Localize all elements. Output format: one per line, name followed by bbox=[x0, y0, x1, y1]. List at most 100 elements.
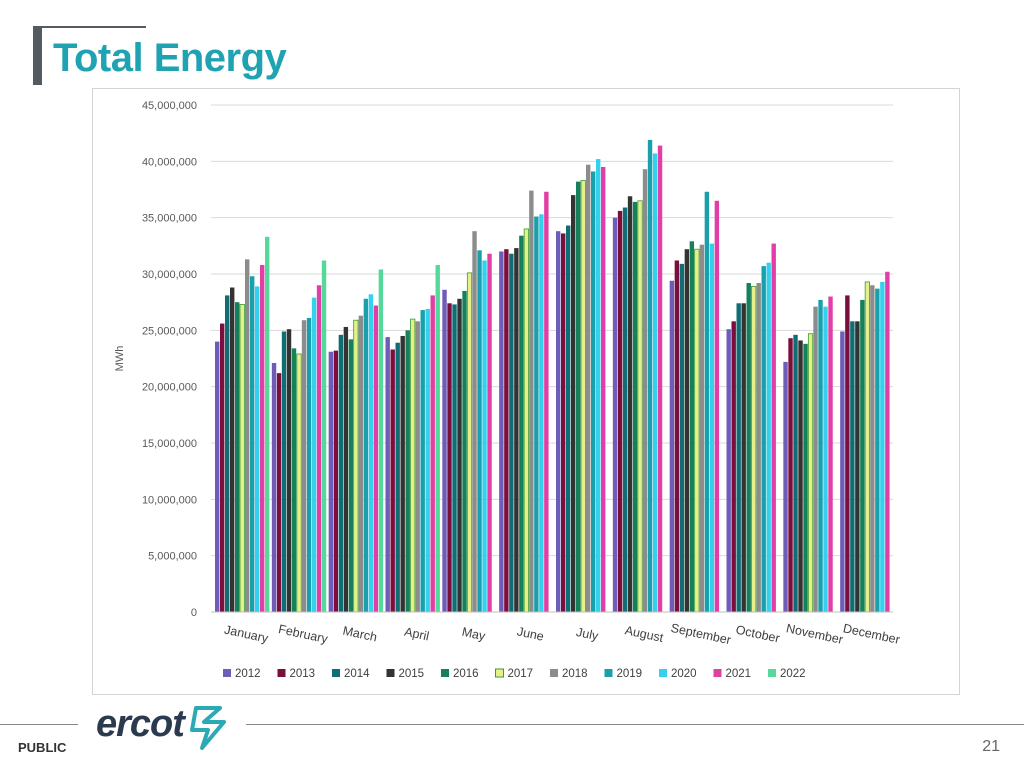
footer-divider-left bbox=[0, 724, 78, 725]
y-tick-label: 25,000,000 bbox=[142, 325, 197, 337]
bar-2013-july bbox=[561, 233, 566, 612]
y-tick-label: 15,000,000 bbox=[142, 438, 197, 450]
bar-2013-april bbox=[390, 349, 395, 612]
x-tick-label: April bbox=[403, 625, 430, 644]
bar-2017-january bbox=[239, 304, 245, 613]
bar-2015-february bbox=[286, 329, 292, 612]
bar-2019-june bbox=[534, 216, 539, 612]
bar-2022-january bbox=[265, 236, 270, 612]
bar-2018-november bbox=[813, 306, 818, 612]
bar-2016-february bbox=[291, 348, 297, 612]
bar-2012-december bbox=[840, 331, 845, 612]
y-tick-label: 10,000,000 bbox=[142, 494, 197, 506]
bar-2017-april bbox=[410, 318, 416, 613]
footer-divider-right bbox=[246, 724, 1024, 725]
bar-2012-november bbox=[783, 361, 788, 612]
bar-2020-november bbox=[823, 306, 828, 612]
bar-2021-april bbox=[430, 295, 435, 612]
x-tick-label: August bbox=[624, 623, 665, 645]
x-tick-label: November bbox=[785, 621, 844, 647]
bar-2017-october bbox=[751, 285, 757, 613]
bar-2021-march bbox=[373, 305, 379, 612]
bar-2013-march bbox=[333, 350, 339, 612]
bar-2015-july bbox=[571, 195, 576, 612]
bar-2012-april bbox=[385, 337, 390, 612]
bar-2019-november bbox=[818, 299, 823, 612]
bar-2016-december bbox=[860, 299, 865, 612]
legend-label-2016: 2016 bbox=[453, 668, 479, 680]
bar-2013-august bbox=[617, 210, 623, 612]
bar-2016-september bbox=[689, 241, 695, 612]
bar-2018-august bbox=[642, 169, 648, 612]
legend-swatch-2016 bbox=[441, 669, 449, 677]
bar-2014-june bbox=[509, 253, 514, 612]
bar-2013-june bbox=[504, 249, 509, 613]
bar-2014-may bbox=[452, 304, 457, 612]
legend-label-2015: 2015 bbox=[399, 668, 425, 680]
bar-2013-november bbox=[788, 338, 793, 612]
bar-2016-october bbox=[746, 283, 751, 612]
bar-2019-january bbox=[250, 276, 255, 612]
bar-2019-december bbox=[875, 288, 880, 612]
bar-2017-august bbox=[637, 200, 643, 613]
bar-2020-february bbox=[311, 297, 317, 612]
bar-2013-february bbox=[276, 373, 282, 612]
bar-2012-february bbox=[271, 363, 277, 612]
bar-2020-october bbox=[766, 262, 771, 612]
bar-2018-may bbox=[472, 231, 477, 613]
bar-2014-january bbox=[225, 295, 230, 612]
legend-label-2021: 2021 bbox=[726, 668, 752, 680]
bar-2015-september bbox=[684, 249, 690, 613]
bar-2021-february bbox=[316, 285, 322, 612]
legend-label-2020: 2020 bbox=[671, 668, 697, 680]
bar-2019-september bbox=[704, 191, 710, 612]
bar-2021-january bbox=[260, 264, 265, 612]
y-tick-label: 5,000,000 bbox=[148, 551, 197, 563]
bar-2016-november bbox=[803, 343, 808, 612]
bar-2016-january bbox=[235, 302, 240, 612]
bar-2015-november bbox=[798, 340, 803, 612]
bar-2012-may bbox=[442, 289, 447, 612]
bar-2016-august bbox=[632, 201, 638, 612]
x-tick-label: May bbox=[461, 625, 488, 644]
bar-2013-december bbox=[845, 295, 850, 612]
total-energy-chart: 0 5,000,000 10,000,000 15,000,000 20,000,000… bbox=[114, 100, 901, 680]
y-tick-label: 0 bbox=[191, 607, 197, 619]
bar-2013-october bbox=[731, 321, 736, 612]
legend-label-2017: 2017 bbox=[508, 668, 534, 680]
legend-swatch-2012 bbox=[223, 669, 231, 677]
x-tick-label: June bbox=[516, 624, 545, 643]
bar-2016-july bbox=[576, 181, 581, 612]
bar-2012-august bbox=[612, 217, 618, 612]
bar-2014-february bbox=[281, 331, 287, 612]
bar-2020-july bbox=[596, 159, 601, 612]
legend-swatch-2015 bbox=[386, 669, 395, 677]
legend-swatch-2013 bbox=[277, 669, 286, 677]
legend-swatch-2014 bbox=[332, 669, 340, 677]
bar-2020-march bbox=[368, 294, 374, 612]
bar-2018-october bbox=[756, 283, 761, 612]
x-tick-label: March bbox=[341, 624, 378, 645]
bar-2021-may bbox=[487, 253, 492, 612]
bar-2016-may bbox=[462, 290, 467, 612]
bar-2018-march bbox=[358, 315, 364, 612]
bar-2019-march bbox=[363, 298, 369, 612]
y-tick-label: 45,000,000 bbox=[142, 100, 197, 112]
y-axis-label: MWh bbox=[114, 346, 126, 372]
logo-text: ercot bbox=[96, 703, 186, 745]
bar-2019-august bbox=[647, 139, 653, 612]
bar-2013-september bbox=[674, 260, 680, 612]
bar-2015-june bbox=[514, 248, 519, 612]
bar-2021-december bbox=[885, 271, 890, 612]
bar-2015-december bbox=[855, 321, 860, 612]
bar-2015-may bbox=[457, 298, 462, 612]
y-tick-label: 20,000,000 bbox=[142, 382, 197, 394]
public-label: PUBLIC bbox=[18, 740, 67, 755]
legend-label-2012: 2012 bbox=[235, 668, 261, 680]
bar-2020-august bbox=[652, 153, 658, 612]
y-tick-label: 30,000,000 bbox=[142, 269, 197, 281]
bar-2021-september bbox=[714, 200, 720, 612]
page-number: 21 bbox=[982, 738, 1000, 755]
bar-2018-february bbox=[301, 320, 307, 612]
legend-swatch-2020 bbox=[659, 669, 667, 677]
